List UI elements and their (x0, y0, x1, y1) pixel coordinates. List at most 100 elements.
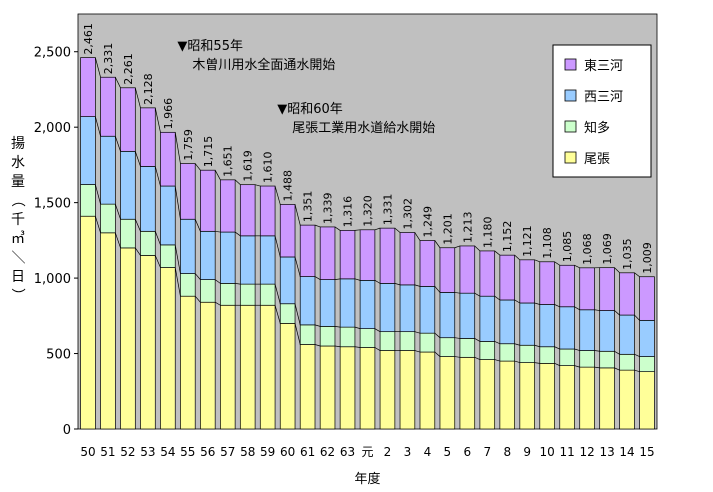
series-connector-line (154, 107, 161, 133)
x-tick-label: 3 (404, 445, 412, 459)
annotation-1-title: ▼昭和55年 (177, 39, 243, 54)
total-value-label: 2,128 (142, 73, 155, 105)
x-tick-label: 4 (424, 445, 432, 459)
bar-segment (459, 292, 476, 339)
annotation-1-text: 木曽川用水全面通水開始 (192, 57, 335, 73)
total-value-label: 1,619 (242, 150, 255, 182)
total-value-label: 1,121 (521, 225, 534, 257)
series-connector-line (634, 369, 640, 372)
series-connector-line (394, 283, 401, 286)
bar-segment (579, 366, 595, 430)
series-connector-line (314, 344, 321, 347)
series-connector-line (614, 310, 620, 316)
y-tick-label: 2,500 (34, 46, 71, 61)
total-value-label: 1,085 (561, 231, 574, 263)
series-connector-line (554, 363, 560, 366)
annotation-2-text: 尾張工業用水道給水開始 (292, 120, 435, 136)
total-value-label: 1,488 (282, 170, 295, 202)
total-value-label: 1,213 (461, 211, 474, 243)
bar-segment (120, 87, 136, 152)
bar-segment (279, 303, 296, 324)
x-tick-label: 60 (280, 445, 295, 459)
series-connector-line (154, 231, 161, 246)
x-tick-label: 58 (240, 445, 255, 459)
total-labels: 2,461 2,331 2,261 2,128 1,966 1,759 1,715 1,651… (82, 23, 654, 274)
legend-swatch (564, 58, 577, 71)
x-tick-label: 62 (320, 445, 335, 459)
bar-segment (419, 332, 436, 353)
x-tick-label: 6 (464, 445, 472, 459)
bar-segment (539, 363, 555, 430)
total-value-label: 2,331 (102, 43, 115, 75)
series-connector-line (374, 227, 381, 231)
series-connector-line (454, 292, 460, 294)
bar-segment (220, 283, 236, 306)
total-value-label: 1,009 (641, 242, 654, 274)
y-tick-label: 0 (63, 423, 71, 438)
total-value-label: 1,351 (302, 191, 315, 223)
bar-segment (319, 226, 336, 280)
bar-segment (180, 295, 196, 430)
series-connector-line (414, 331, 421, 334)
y-tick-label: 1,500 (34, 197, 71, 212)
series-connector-line (194, 273, 201, 280)
series-connector-line (614, 267, 620, 274)
series-connector-line (354, 346, 361, 348)
bar-segment (499, 299, 515, 345)
bar-segment (319, 326, 336, 347)
bar-segment (140, 166, 156, 232)
x-tick-label: 15 (639, 445, 654, 459)
series-connector-line (174, 185, 181, 220)
bar-segment (359, 229, 376, 281)
total-value-label: 1,108 (541, 227, 554, 259)
series-connector-line (134, 151, 141, 167)
bar-segment (339, 230, 356, 280)
y-tick-label: 2,000 (34, 121, 71, 136)
x-tick-label: 9 (523, 445, 531, 459)
bars (80, 57, 655, 430)
total-value-label: 1,069 (601, 233, 614, 265)
series-connector-line (334, 326, 341, 328)
bar-segment (299, 276, 316, 326)
series-connector-line (314, 276, 321, 280)
series-connector-line (554, 261, 560, 266)
bar-segment (519, 362, 535, 430)
total-value-label: 1,331 (381, 194, 394, 226)
bar-segment (200, 230, 216, 280)
bar-segment (399, 232, 416, 286)
total-value-label: 1,715 (202, 136, 215, 168)
bar-segment (379, 283, 396, 333)
bar-segment (100, 203, 116, 234)
bar-segment (619, 314, 635, 355)
x-tick-label: 57 (220, 445, 235, 459)
bar-segment (519, 344, 535, 363)
bar-segment (259, 185, 276, 237)
x-tick-label: 11 (560, 445, 575, 459)
bar-segment (559, 348, 575, 366)
series-connector-line (594, 309, 600, 311)
x-tick-label: 55 (180, 445, 195, 459)
bar-segment (599, 367, 615, 430)
total-value-label: 1,302 (401, 198, 414, 230)
bar-segment (279, 204, 296, 258)
bar-segment (439, 247, 456, 293)
series-connector-line (434, 332, 441, 338)
bar-segment (100, 76, 116, 137)
series-connector-line (514, 254, 521, 261)
legend-label: 東三河 (584, 58, 623, 74)
y-label-char: 日 (11, 269, 25, 285)
y-tick-label: 500 (46, 348, 71, 363)
series-connector-line (95, 116, 101, 137)
bar-segment (200, 279, 216, 303)
bar-segment (359, 280, 376, 329)
total-value-label: 1,035 (621, 238, 634, 270)
total-value-label: 1,610 (262, 152, 275, 184)
series-connector-line (454, 245, 461, 249)
total-value-label: 1,316 (342, 196, 355, 228)
series-connector-line (174, 244, 181, 274)
series-connector-line (274, 284, 281, 304)
x-tick-label: 56 (200, 445, 215, 459)
bar-segment (160, 244, 176, 268)
bar-segment (100, 232, 116, 430)
bar-segment (419, 351, 436, 430)
